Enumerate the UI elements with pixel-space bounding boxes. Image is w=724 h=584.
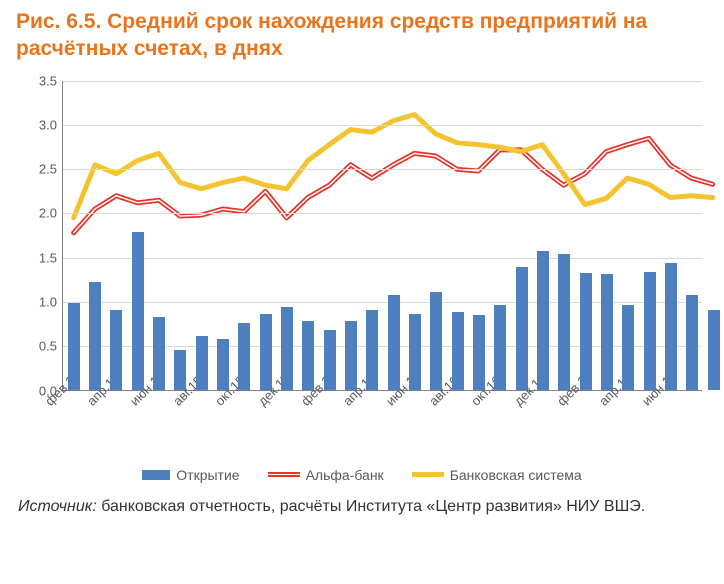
legend-label: Альфа-банк — [306, 467, 384, 483]
bar — [537, 251, 549, 389]
bar — [281, 307, 293, 389]
bar — [686, 295, 698, 390]
bar — [452, 312, 464, 390]
bar — [174, 350, 186, 390]
chart-container: 0.00.51.01.52.02.53.03.5фев.15апр.15июн.… — [12, 71, 712, 491]
plot-area: 0.00.51.01.52.02.53.03.5фев.15апр.15июн.… — [62, 81, 702, 391]
bar — [388, 295, 400, 390]
bar — [430, 292, 442, 389]
bar — [153, 317, 165, 390]
bar — [644, 272, 656, 390]
y-tick-label: 3.5 — [39, 73, 63, 88]
y-tick-label: 1.5 — [39, 250, 63, 265]
bar — [132, 232, 144, 390]
bar — [345, 321, 357, 389]
legend-label: Банковская система — [450, 467, 582, 483]
bar — [473, 315, 485, 389]
bar — [622, 305, 634, 389]
legend-swatch — [268, 472, 300, 477]
y-tick-label: 2.5 — [39, 162, 63, 177]
bar — [196, 336, 208, 389]
source-note: Источник: банковская отчетность, расчёты… — [18, 497, 706, 518]
bar — [110, 310, 122, 390]
legend-item: Открытие — [142, 467, 239, 483]
legend-swatch — [412, 472, 444, 477]
bar — [708, 310, 720, 390]
bar — [89, 282, 101, 390]
bar — [516, 267, 528, 389]
bar — [238, 323, 250, 389]
legend: Открытие Альфа-банк Банковская система — [12, 459, 712, 491]
gridline — [63, 258, 702, 259]
y-tick-label: 0.5 — [39, 339, 63, 354]
bar — [409, 314, 421, 389]
legend-label: Открытие — [176, 467, 239, 483]
source-label: Источник: — [18, 498, 97, 515]
y-tick-label: 2.0 — [39, 206, 63, 221]
bar — [324, 330, 336, 389]
bar — [601, 274, 613, 389]
y-tick-label: 1.0 — [39, 295, 63, 310]
source-text: банковская отчетность, расчёты Института… — [101, 498, 645, 515]
y-tick-label: 3.0 — [39, 117, 63, 132]
bar — [558, 254, 570, 390]
bar — [366, 310, 378, 390]
chart-title: Рис. 6.5. Средний срок нахождения средст… — [16, 8, 708, 63]
legend-swatch — [142, 470, 170, 480]
bar — [494, 305, 506, 389]
gridline — [63, 213, 702, 214]
bar — [217, 339, 229, 389]
legend-item: Альфа-банк — [268, 467, 384, 483]
gridline — [63, 125, 702, 126]
bar — [665, 263, 677, 390]
bar — [68, 303, 80, 390]
bar — [580, 273, 592, 390]
gridline — [63, 81, 702, 82]
gridline — [63, 169, 702, 170]
bar — [302, 321, 314, 390]
legend-item: Банковская система — [412, 467, 582, 483]
bar — [260, 314, 272, 389]
